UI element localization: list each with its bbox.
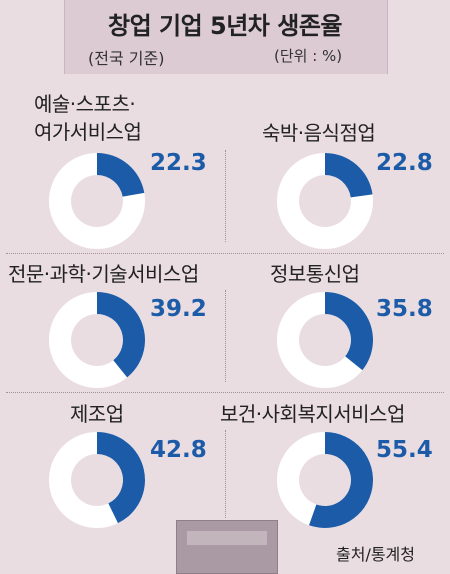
data-label: 22.8: [376, 150, 433, 176]
data-label: 42.8: [150, 437, 207, 463]
donut-chart: [276, 432, 373, 528]
row-divider: [6, 392, 444, 393]
header-box: [64, 0, 388, 74]
data-label: 22.3: [150, 150, 207, 176]
donut-chart: [276, 153, 373, 249]
category-label: 제조업: [70, 402, 124, 426]
donut-chart: [276, 292, 373, 388]
chart-title: 창업 기업 5년차 생존율: [108, 12, 343, 40]
donut-segment: [97, 153, 145, 197]
donut-chart: [48, 432, 146, 528]
unit-note: (단위 : %): [274, 47, 343, 65]
source-note: 출처/통계청: [336, 545, 415, 564]
data-label: 55.4: [376, 437, 433, 463]
donut-segment: [309, 432, 373, 528]
category-label: 정보통신업: [270, 262, 360, 286]
donut-segment: [325, 153, 373, 198]
column-divider: [225, 430, 226, 518]
donut-chart: [48, 292, 145, 388]
category-label: 전문·과학·기술서비스업: [8, 262, 199, 286]
column-divider: [225, 150, 226, 242]
donut-segment: [97, 432, 146, 524]
donut-segment: [97, 292, 145, 378]
column-divider: [225, 290, 226, 382]
donut-segment: [325, 292, 373, 371]
category-label: 숙박·음식점업: [262, 121, 376, 145]
decorative-box: [176, 520, 278, 574]
category-label: 보건·사회복지서비스업: [220, 402, 405, 426]
data-label: 35.8: [376, 296, 433, 322]
data-label: 39.2: [150, 296, 207, 322]
category-label: 예술·스포츠· 여가서비스업: [34, 92, 142, 144]
donut-chart: [48, 153, 145, 249]
row-divider: [6, 253, 444, 254]
basis-note: (전국 기준): [88, 49, 165, 68]
